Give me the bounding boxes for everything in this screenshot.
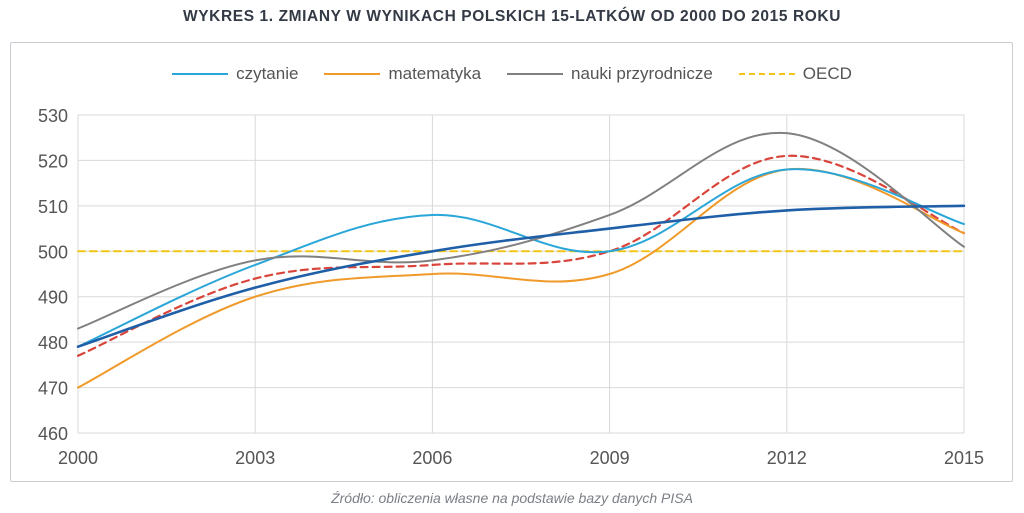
legend: czytanie matematyka nauki przyrodnicze OECD — [0, 64, 1024, 84]
legend-label: nauki przyrodnicze — [571, 64, 713, 83]
legend-swatch — [738, 73, 795, 75]
legend-swatch — [324, 73, 381, 75]
legend-item: OECD — [738, 64, 852, 84]
x-tick-label: 2015 — [944, 448, 984, 468]
y-tick-label: 460 — [38, 424, 68, 444]
x-tick-label: 2003 — [235, 448, 275, 468]
y-tick-label: 470 — [38, 379, 68, 399]
legend-item: czytanie — [172, 64, 298, 84]
series-line-czytanie — [77, 168, 965, 348]
legend-item: nauki przyrodnicze — [507, 64, 713, 84]
x-tick-label: 2006 — [412, 448, 452, 468]
x-tick-label: 2012 — [767, 448, 807, 468]
series-line-blue-trend — [76, 204, 966, 348]
legend-swatch — [172, 73, 229, 75]
legend-label: czytanie — [236, 64, 299, 83]
y-tick-label: 520 — [38, 151, 68, 171]
legend-swatch — [507, 73, 564, 75]
series-line-matematyka — [77, 167, 965, 389]
y-tick-label: 510 — [38, 197, 68, 217]
x-tick-label: 2009 — [590, 448, 630, 468]
y-tick-label: 480 — [38, 333, 68, 353]
chart-title: WYKRES 1. ZMIANY W WYNIKACH POLSKICH 15-… — [183, 8, 841, 25]
y-tick-label: 500 — [38, 242, 68, 262]
x-tick-label: 2000 — [58, 448, 98, 468]
y-tick-label: 490 — [38, 288, 68, 308]
legend-label: OECD — [802, 64, 852, 83]
series-line-red-dashed — [76, 154, 966, 357]
legend-label: matematyka — [388, 64, 482, 83]
series-line-nauki-przyrodnicze — [77, 131, 965, 330]
source-note: Źródło: obliczenia własne na podstawie b… — [331, 490, 693, 506]
y-tick-label: 530 — [38, 106, 68, 126]
legend-item: matematyka — [324, 64, 481, 84]
